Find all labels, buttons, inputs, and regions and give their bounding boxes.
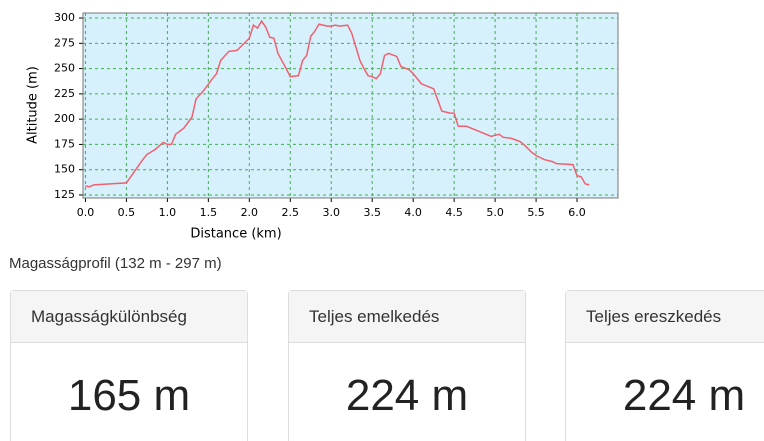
y-tick-label: 275 [54, 36, 75, 49]
x-tick-label: 1.0 [159, 206, 177, 219]
card-title: Teljes emelkedés [289, 291, 525, 343]
x-tick-label: 2.5 [282, 206, 300, 219]
caption: Magasságprofil (132 m - 297 m) [9, 255, 222, 272]
y-tick-label: 150 [54, 163, 75, 176]
card-value: 165 m [67, 371, 191, 420]
card-title: Teljes ereszkedés [566, 291, 764, 343]
x-tick-label: 1.5 [200, 206, 218, 219]
x-tick-label: 5.5 [527, 206, 545, 219]
x-tick-label: 3.5 [363, 206, 381, 219]
y-tick-label: 225 [54, 87, 75, 100]
y-tick-label: 125 [54, 188, 75, 201]
card-value: 224 m [345, 371, 469, 420]
y-tick-label: 175 [54, 137, 75, 150]
stat-card: Teljes emelkedés 224 m [288, 290, 526, 441]
x-tick-label: 3.0 [322, 206, 340, 219]
y-axis-label: Altitude (m) [26, 66, 41, 144]
plot-frame [82, 12, 619, 199]
y-tick-label: 250 [54, 62, 75, 75]
y-tick-label: 300 [54, 11, 75, 24]
x-tick-label: 5.0 [486, 206, 504, 219]
x-tick-label: 2.0 [241, 206, 259, 219]
card-value: 224 m [622, 371, 746, 420]
card-title: Magasságkülönbség [11, 291, 247, 343]
x-axis-label: Distance (km) [190, 227, 281, 242]
x-tick-label: 4.0 [404, 206, 422, 219]
x-tick-label: 6.0 [568, 206, 586, 219]
stat-card: Magasságkülönbség 165 m [10, 290, 248, 441]
x-tick-label: 0.5 [118, 206, 136, 219]
x-tick-label: 0.0 [77, 206, 95, 219]
stat-card: Teljes ereszkedés 224 m [565, 290, 764, 441]
x-tick-label: 4.5 [445, 206, 463, 219]
y-tick-label: 200 [54, 112, 75, 125]
plot-area [83, 13, 618, 198]
altitude-line [85, 19, 590, 188]
chart: Distance (km) Altitude (m) 125 150 175 200 2… [26, 11, 619, 242]
